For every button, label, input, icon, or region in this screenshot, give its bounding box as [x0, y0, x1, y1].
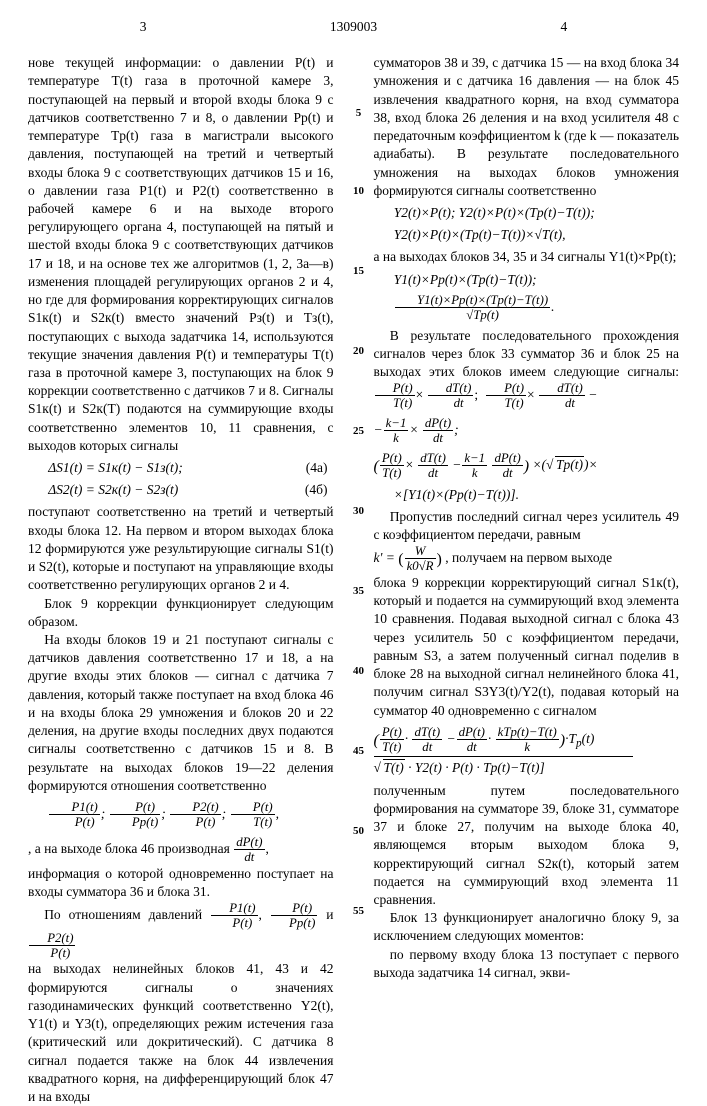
line-number: 5 [350, 106, 368, 121]
para: информация о которой одновременно поступ… [28, 865, 334, 901]
para: На входы блоков 19 и 21 поступают сигнал… [28, 631, 334, 795]
para: блока 9 коррекции корректирующий сигнал … [374, 574, 680, 720]
para: В результате последовательного прохожден… [374, 327, 680, 411]
ratio-equations: P1(t)P(t); P(t)Pр(t); P2(t)P(t); P(t)T(t… [28, 800, 334, 830]
eq-label: (4б) [285, 481, 334, 499]
equation: T(t) · Y2(t) · P(t) · Tр(t)−T(t)] [374, 756, 634, 777]
equation: Y2(t)×P(t)×(Tp(t)−T(t))×√T(t), [374, 226, 680, 244]
para: а на выходах блоков 34, 35 и 34 сигналы … [374, 248, 680, 266]
para: k' = (Wk0√R) , получаем на первом выходе [374, 544, 680, 574]
eq-text: ΔS1(t) = S1к(t) − S1з(t); [28, 459, 183, 477]
line-number: 15 [350, 264, 368, 279]
eq-text: ΔS2(t) = S2к(t) − S2з(t) [28, 481, 178, 499]
equation: −k−1k× dP(t)dt; [374, 416, 680, 446]
left-column: нове текущей информации: о давлении P(t)… [28, 54, 334, 1106]
para: сумматоров 38 и 39, с датчика 15 — на вх… [374, 54, 680, 200]
line-number: 25 [350, 424, 368, 439]
para: на выходах нелинейных блоков 41, 43 и 42… [28, 960, 334, 1106]
para: По отношениям давлений P1(t)P(t), P(t)Pр… [28, 901, 334, 961]
page-columns: нове текущей информации: о давлении P(t)… [28, 54, 679, 1106]
right-column: сумматоров 38 и 39, с датчика 15 — на вх… [374, 54, 680, 1106]
line-number: 30 [350, 504, 368, 519]
para: полученным путем последовательного форми… [374, 782, 680, 910]
para: Блок 13 функционирует аналогично блоку 9… [374, 909, 680, 945]
equation: ×[Y1(t)×(Pр(t)−T(t))]. [374, 486, 680, 504]
line-number: 50 [350, 824, 368, 839]
page-number-left: 3 [140, 18, 147, 36]
equation: Y2(t)×P(t); Y2(t)×P(t)×(Tр(t)−T(t)); [374, 204, 680, 222]
equation: (P(t)T(t)· dT(t)dt −dP(t)dt· kTр(t)−T(t)… [374, 725, 680, 755]
equation: Y1(t)×Pр(t)×(Tр(t)−T(t)); [374, 271, 680, 289]
line-number: 20 [350, 344, 368, 359]
line-number: 45 [350, 744, 368, 759]
para: по первому входу блока 13 поступает с пе… [374, 946, 680, 982]
equation: (P(t)T(t)× dT(t)dt −k−1k dP(t)dt) ×(Tр(t… [374, 451, 680, 481]
page-number-right: 4 [561, 18, 568, 36]
para: Пропустив последний сигнал через усилите… [374, 508, 680, 544]
para: нове текущей информации: о давлении P(t)… [28, 54, 334, 455]
equation: Y1(t)×Pр(t)×(Tр(t)−T(t))√Tр(t). [374, 293, 680, 323]
page-header: 3 1309003 4 [28, 18, 679, 36]
para: , а на выходе блока 46 производная dP(t)… [28, 835, 334, 865]
line-number: 40 [350, 664, 368, 679]
line-number: 55 [350, 904, 368, 919]
eq-label: (4а) [286, 459, 334, 477]
para: поступают соответственно на третий и чет… [28, 503, 334, 594]
equation-4a: ΔS1(t) = S1к(t) − S1з(t); (4а) [28, 459, 334, 477]
line-number: 35 [350, 584, 368, 599]
para: Блок 9 коррекции функционирует следующим… [28, 595, 334, 631]
line-number: 10 [350, 184, 368, 199]
equation-4b: ΔS2(t) = S2к(t) − S2з(t) (4б) [28, 481, 334, 499]
document-number: 1309003 [330, 18, 377, 36]
